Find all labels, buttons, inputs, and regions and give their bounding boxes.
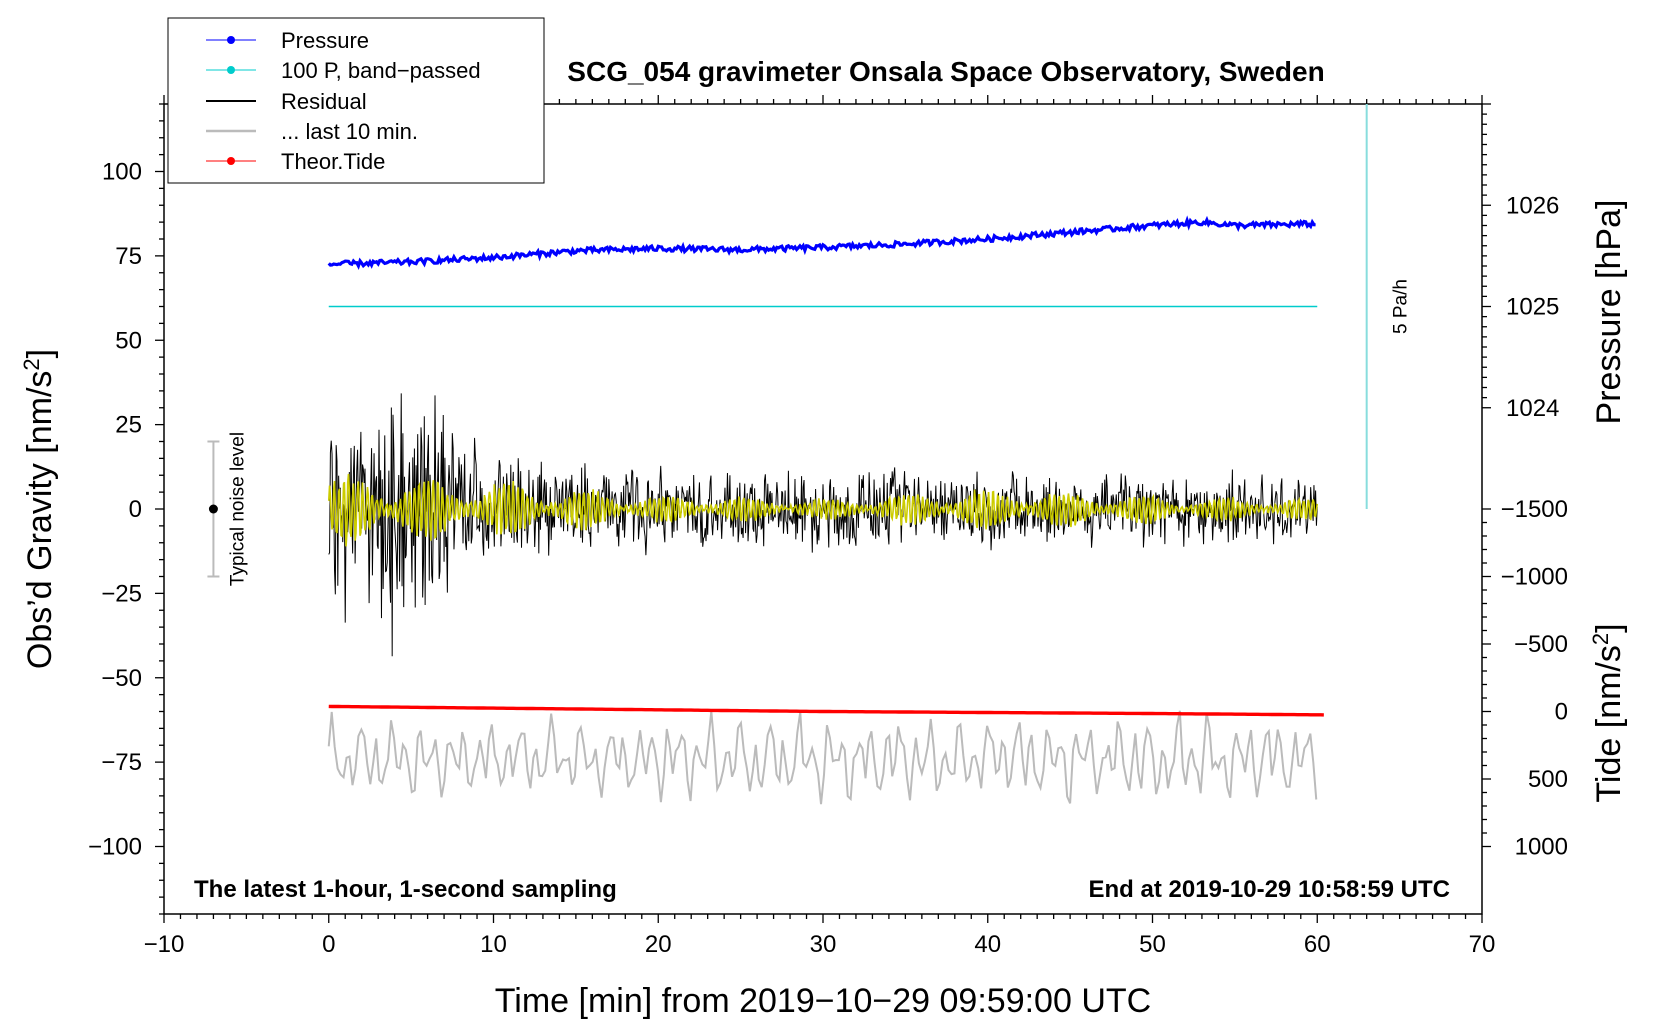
- tide-axis-title-main: Tide [nm/s: [1590, 645, 1628, 802]
- y-tick-label-left: 50: [115, 327, 142, 354]
- left-axis-title: Obs’d Gravity [nm/s2]: [19, 349, 59, 669]
- legend-last10-label: ... last 10 min.: [281, 119, 418, 144]
- pressure-axis-title: Pressure [hPa]: [1590, 200, 1628, 425]
- x-tick-label: 70: [1469, 931, 1496, 958]
- rate-scale-bar: 5 Pa/h: [1365, 104, 1412, 509]
- pressure-tick-label: 1024: [1506, 395, 1559, 422]
- y-tick-label-left: −50: [101, 665, 142, 692]
- tide-axis-title: Tide [nm/s2]: [1588, 623, 1628, 802]
- y-tick-label-left: 100: [102, 159, 142, 186]
- legend-item-last10: ... last 10 min.: [206, 119, 418, 144]
- plot-layer: [327, 215, 1324, 805]
- series-pressure-line: [327, 215, 1316, 271]
- x-tick-label: 40: [974, 931, 1001, 958]
- x-tick-label: 50: [1139, 931, 1166, 958]
- legend-pressure-label: Pressure: [281, 28, 369, 53]
- series-tide-line: [328, 704, 1324, 717]
- x-tick-label: 0: [322, 931, 335, 958]
- pressure-tick-label: 1026: [1506, 192, 1559, 219]
- left-axis-title-sup: 2: [19, 358, 44, 370]
- series-residual-line: [328, 393, 1318, 657]
- tide-tick-label: 0: [1555, 699, 1568, 726]
- legend-item-tide: Theor.Tide: [206, 149, 385, 174]
- legend-residual-label: Residual: [281, 89, 367, 114]
- noise-level-bar: Typical noise level: [207, 432, 248, 586]
- tide-tick-label: −1500: [1501, 496, 1568, 523]
- bottom-right-note: End at 2019-10-29 10:58:59 UTC: [1089, 876, 1451, 903]
- axes-layer: −10 0 10 20 30 40 50 60 70−100−75−50−25025507510…: [88, 95, 1568, 958]
- tide-tick-label: 500: [1528, 766, 1568, 793]
- legend-tide-marker: [227, 157, 235, 165]
- tide-tick-label: −500: [1514, 631, 1568, 658]
- y-tick-label-left: −100: [88, 834, 142, 861]
- x-tick-label: 30: [810, 931, 837, 958]
- y-tick-label-left: −75: [101, 749, 142, 776]
- tide-tick-label: 1000: [1515, 834, 1568, 861]
- legend: Pressure 100 P, band−passed Residual ...…: [167, 17, 545, 184]
- x-tick-label: 10: [480, 931, 507, 958]
- legend-bandpassed-marker: [227, 66, 235, 74]
- bottom-left-note: The latest 1-hour, 1-second sampling: [194, 876, 617, 903]
- tide-axis-title-sup: 2: [1588, 633, 1613, 645]
- x-tick-label: 20: [645, 931, 672, 958]
- legend-item-pressure: Pressure: [206, 28, 369, 53]
- y-tick-label-left: 0: [129, 496, 142, 523]
- left-axis-title-main: Obs’d Gravity [nm/s: [21, 371, 59, 670]
- y-tick-label-left: 25: [115, 412, 142, 439]
- legend-tide-label: Theor.Tide: [281, 149, 385, 174]
- x-axis-title: Time [min] from 2019−10−29 09:59:00 UTC: [495, 982, 1151, 1020]
- tide-tick-label: −1000: [1501, 564, 1568, 591]
- noise-bar-dot: [208, 504, 218, 514]
- y-tick-label-left: −25: [101, 580, 142, 607]
- series-bandpassed-residual-line: [327, 473, 1319, 547]
- x-tick-label: 60: [1304, 931, 1331, 958]
- pressure-tick-label: 1025: [1506, 294, 1559, 321]
- y-tick-label-left: 75: [115, 243, 142, 270]
- legend-bandpassed-label: 100 P, band−passed: [281, 58, 481, 83]
- noise-bar-label: Typical noise level: [227, 432, 248, 586]
- x-tick-label: −10: [144, 931, 185, 958]
- tide-axis-title-end: ]: [1590, 623, 1628, 632]
- scale-bar-label: 5 Pa/h: [1391, 279, 1412, 334]
- legend-item-residual: Residual: [206, 89, 367, 114]
- left-axis-title-end: ]: [21, 349, 59, 358]
- legend-pressure-marker: [227, 36, 235, 44]
- legend-item-bandpassed: 100 P, band−passed: [206, 58, 481, 83]
- chart-title: SCG_054 gravimeter Onsala Space Observat…: [567, 56, 1324, 87]
- series-last10-line: [327, 710, 1318, 805]
